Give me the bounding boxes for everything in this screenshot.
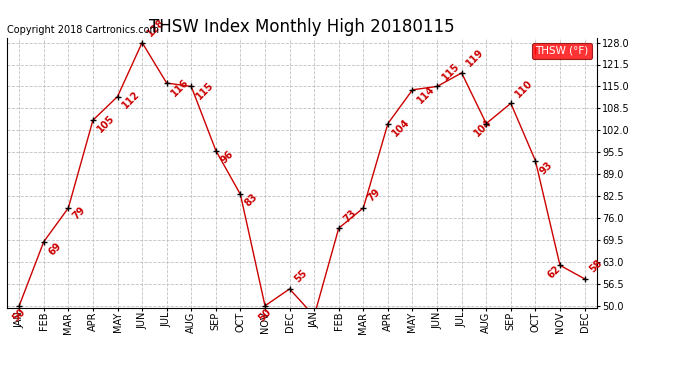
Text: 55: 55 xyxy=(293,268,309,285)
Text: 104: 104 xyxy=(391,117,412,139)
Title: THSW Index Monthly High 20180115: THSW Index Monthly High 20180115 xyxy=(149,18,455,36)
Text: 93: 93 xyxy=(538,159,555,176)
Text: 79: 79 xyxy=(366,187,383,204)
Text: 50: 50 xyxy=(257,307,273,324)
Text: 47: 47 xyxy=(0,374,1,375)
Text: 69: 69 xyxy=(46,240,63,257)
Legend: THSW (°F): THSW (°F) xyxy=(532,43,591,59)
Text: 83: 83 xyxy=(243,192,260,208)
Text: 115: 115 xyxy=(440,61,461,82)
Text: 58: 58 xyxy=(587,258,604,274)
Text: 73: 73 xyxy=(342,207,358,224)
Text: 96: 96 xyxy=(219,149,235,166)
Text: 116: 116 xyxy=(170,77,191,98)
Text: Copyright 2018 Cartronics.com: Copyright 2018 Cartronics.com xyxy=(7,25,159,35)
Text: 112: 112 xyxy=(120,89,141,111)
Text: 105: 105 xyxy=(96,112,117,134)
Text: 114: 114 xyxy=(415,84,437,105)
Text: 62: 62 xyxy=(546,264,563,280)
Text: 50: 50 xyxy=(11,307,28,324)
Text: 79: 79 xyxy=(71,205,88,222)
Text: 115: 115 xyxy=(194,80,215,102)
Text: 119: 119 xyxy=(464,47,486,69)
Text: 104: 104 xyxy=(473,117,494,139)
Text: 110: 110 xyxy=(513,78,535,99)
Text: 128: 128 xyxy=(145,17,166,38)
